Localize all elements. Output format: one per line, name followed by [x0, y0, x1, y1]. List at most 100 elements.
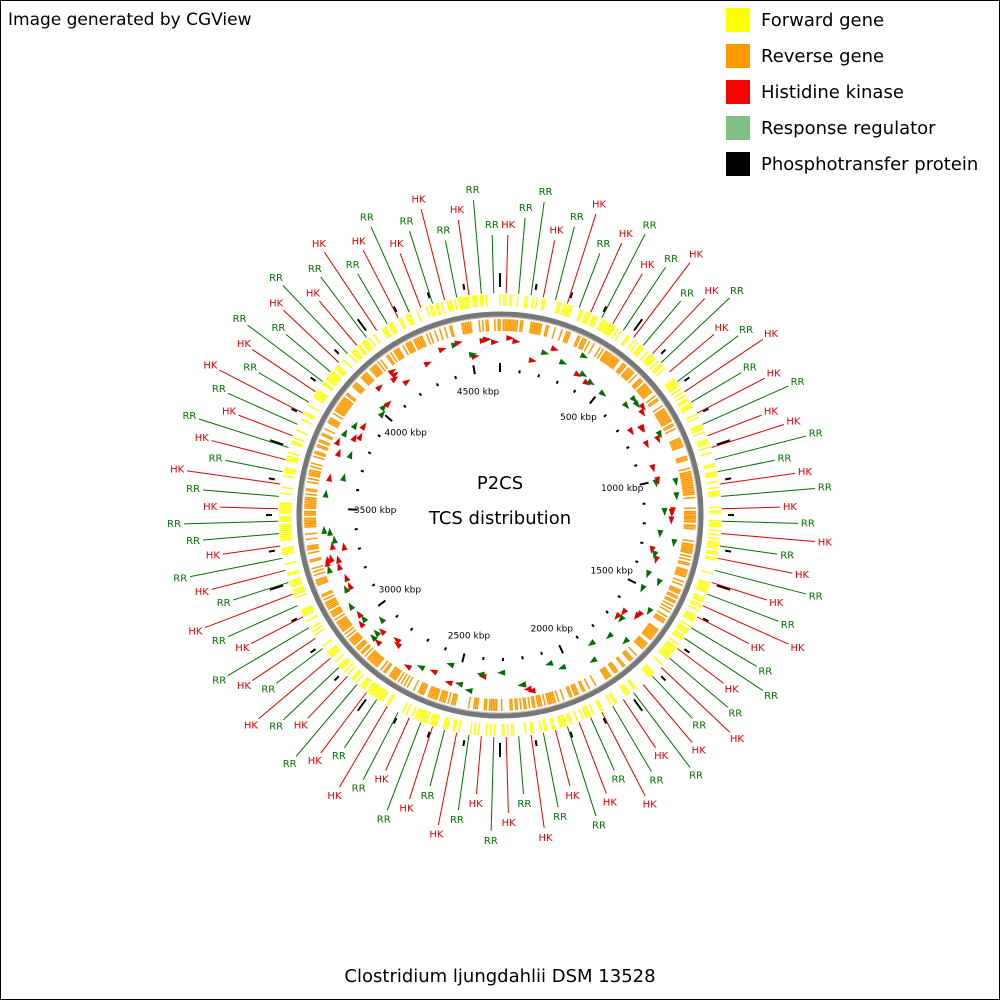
tcs-marker: [506, 334, 515, 341]
backbone-inner: [301, 316, 699, 714]
forward-gene: [556, 302, 562, 315]
tcs-marker: [344, 573, 351, 583]
tcs-marker: [370, 634, 378, 643]
callout-label: RR: [233, 314, 247, 325]
callout-label: RR: [739, 325, 753, 336]
forward-gene: [338, 657, 349, 667]
callout-line: [203, 533, 279, 541]
reverse-gene: [654, 407, 665, 416]
reverse-gene: [351, 385, 362, 395]
forward-gene: [696, 440, 709, 446]
forward-gene: [693, 592, 706, 599]
scale-tick: [371, 583, 376, 587]
reverse-gene: [320, 589, 333, 596]
reverse-gene: [422, 683, 429, 696]
forward-gene: [432, 714, 438, 727]
reverse-gene: [404, 342, 413, 355]
reverse-gene: [327, 602, 340, 611]
forward-gene: [405, 314, 412, 327]
forward-gene: [660, 647, 671, 657]
outer-tick: [462, 283, 466, 290]
reverse-gene: [557, 328, 563, 341]
reverse-gene: [615, 657, 625, 668]
callout-line: [429, 729, 446, 787]
reverse-gene: [314, 450, 327, 456]
scale-tick: [418, 392, 423, 397]
callout-label: RR: [519, 203, 533, 214]
tcs-marker: [325, 555, 332, 565]
callout-label: HK: [352, 236, 367, 247]
tcs-marker: [605, 631, 614, 640]
forward-gene: [641, 668, 651, 678]
forward-gene: [357, 345, 366, 356]
scale-tick: [461, 653, 466, 663]
reverse-gene: [549, 691, 555, 704]
callout-label: HK: [565, 791, 580, 802]
reverse-gene: [307, 547, 320, 551]
callout-label: HK: [375, 775, 390, 786]
outer-tick: [716, 584, 731, 591]
reverse-gene: [316, 580, 329, 587]
reverse-gene: [660, 418, 672, 426]
callout-label: HK: [764, 329, 779, 340]
scale-tick: [395, 614, 399, 619]
tcs-marker: [668, 516, 675, 525]
reverse-gene: [325, 598, 337, 606]
reverse-gene: [387, 353, 396, 365]
callout-label: RR: [352, 784, 366, 795]
forward-gene: [701, 569, 714, 575]
forward-gene: [361, 677, 371, 689]
reverse-gene: [681, 482, 694, 487]
reverse-gene: [579, 338, 586, 350]
reverse-gene: [338, 402, 350, 411]
tcs-marker: [646, 606, 654, 616]
forward-gene: [567, 712, 573, 725]
reverse-gene: [408, 341, 415, 353]
callout-label: HK: [450, 205, 465, 216]
forward-gene: [485, 294, 488, 307]
forward-gene: [653, 364, 663, 374]
outer-tick: [633, 318, 644, 332]
reverse-gene: [412, 338, 420, 351]
reverse-gene: [305, 487, 318, 492]
forward-gene: [706, 544, 719, 548]
tcs-marker: [377, 410, 386, 419]
forward-gene: [372, 685, 381, 697]
callout-label: RR: [643, 220, 657, 231]
reverse-gene: [627, 646, 638, 656]
tcs-marker: [640, 583, 647, 593]
scale-tick: [615, 429, 620, 433]
outer-tick: [269, 439, 284, 446]
callout-label: HK: [640, 260, 655, 271]
scale-label: 3500 kbp: [354, 506, 397, 516]
reverse-gene: [644, 627, 655, 637]
reverse-gene: [602, 667, 611, 679]
tcs-marker: [661, 507, 668, 516]
reverse-gene: [656, 412, 668, 420]
forward-gene: [377, 689, 386, 700]
scale-tick: [575, 635, 579, 639]
callout-line: [283, 667, 340, 721]
callout-line: [258, 657, 331, 720]
forward-gene: [562, 303, 568, 316]
forward-gene: [282, 551, 295, 556]
forward-gene: [705, 472, 718, 477]
forward-gene: [352, 670, 362, 681]
callout-label: RR: [269, 722, 283, 733]
tcs-marker: [403, 664, 413, 671]
tcs-marker: [416, 664, 426, 672]
forward-gene: [430, 304, 437, 317]
reverse-gene: [668, 588, 680, 595]
forward-gene: [326, 644, 338, 654]
callout-line: [542, 732, 559, 808]
reverse-gene: [450, 324, 455, 337]
callout-label: HK: [767, 369, 782, 380]
forward-gene: [360, 676, 369, 688]
scale-tick: [605, 610, 609, 614]
reverse-gene: [304, 500, 317, 503]
callout-label: HK: [195, 433, 210, 444]
scale-tick: [367, 451, 372, 455]
callout-line: [505, 235, 509, 294]
forward-gene: [677, 397, 689, 406]
reverse-gene: [670, 440, 682, 447]
